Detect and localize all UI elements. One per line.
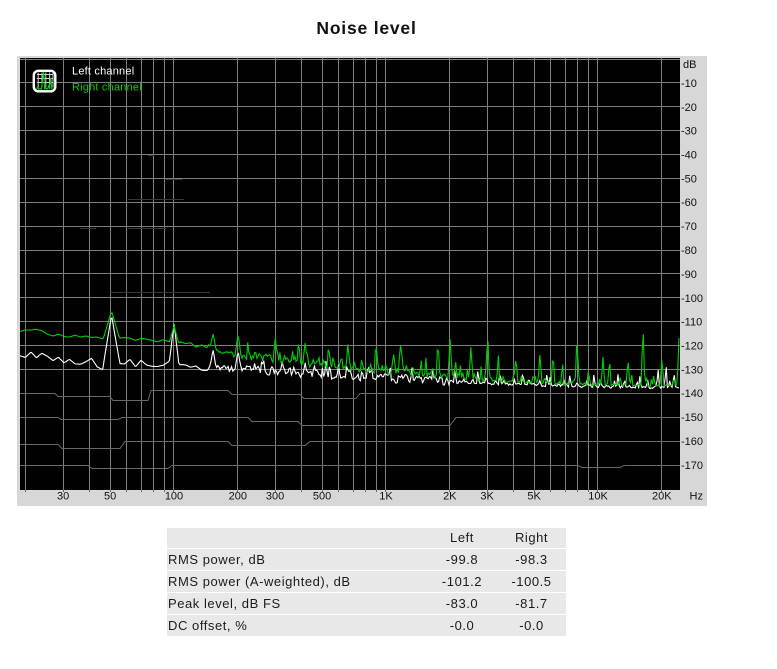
svg-text:-80: -80: [681, 245, 697, 257]
svg-text:Left channel: Left channel: [72, 65, 134, 77]
svg-text:30: 30: [57, 491, 69, 503]
svg-text:Hz: Hz: [690, 491, 703, 503]
svg-text:100: 100: [165, 491, 183, 503]
svg-text:-60: -60: [681, 197, 697, 209]
svg-text:-110: -110: [681, 317, 702, 329]
svg-text:-50: -50: [681, 173, 697, 185]
svg-text:5K: 5K: [527, 491, 541, 503]
svg-text:500: 500: [313, 491, 331, 503]
svg-text:Right channel: Right channel: [72, 81, 142, 93]
svg-text:50: 50: [104, 491, 116, 503]
svg-text:-40: -40: [681, 150, 697, 162]
svg-text:20K: 20K: [652, 491, 672, 503]
svg-text:-20: -20: [681, 102, 697, 114]
svg-text:-170: -170: [681, 460, 703, 472]
svg-text:-90: -90: [681, 269, 697, 281]
svg-text:-120: -120: [681, 341, 703, 353]
svg-text:-70: -70: [681, 221, 697, 233]
svg-text:dB: dB: [683, 59, 696, 71]
svg-text:-140: -140: [681, 388, 703, 400]
svg-text:-130: -130: [681, 364, 703, 376]
svg-text:-160: -160: [681, 436, 703, 448]
svg-text:-100: -100: [681, 293, 703, 305]
svg-text:1K: 1K: [379, 491, 393, 503]
svg-text:2K: 2K: [443, 491, 457, 503]
svg-text:10K: 10K: [588, 491, 608, 503]
svg-text:-10: -10: [681, 78, 697, 90]
svg-text:3K: 3K: [480, 491, 494, 503]
svg-text:300: 300: [266, 491, 284, 503]
svg-text:-30: -30: [681, 126, 697, 138]
svg-text:-150: -150: [681, 412, 703, 424]
svg-text:200: 200: [229, 491, 247, 503]
